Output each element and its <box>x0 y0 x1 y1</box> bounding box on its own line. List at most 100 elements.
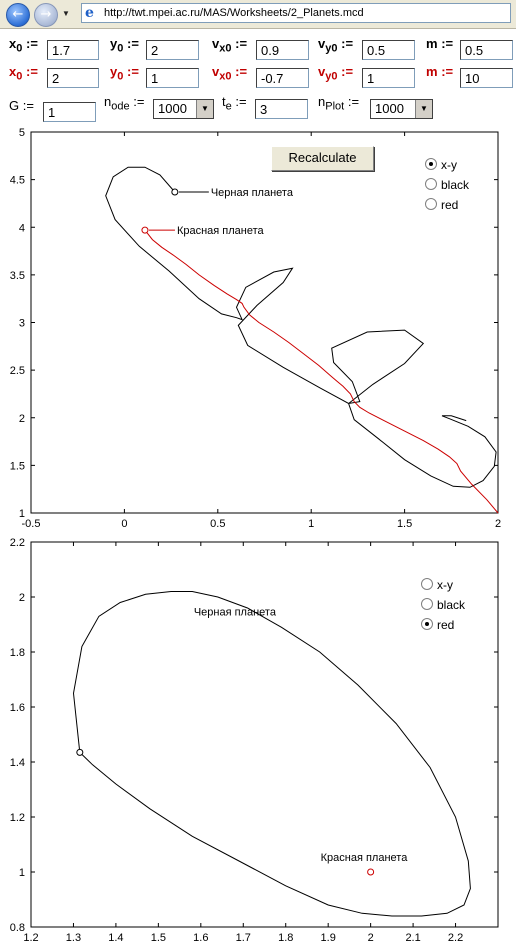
y-tick-label: 4.5 <box>10 175 25 187</box>
chevron-down-icon: ▼ <box>196 100 213 118</box>
x-tick-label: 1.4 <box>108 932 123 944</box>
red-planet-label: Красная планета <box>177 225 265 237</box>
plot-frame <box>30 131 499 514</box>
x-tick-label: 1 <box>308 518 314 530</box>
y0-red-field[interactable] <box>146 68 199 88</box>
y-tick-label: 2 <box>19 413 25 425</box>
forward-arrow-icon[interactable]: → <box>34 3 58 27</box>
label-node: node := <box>104 94 145 113</box>
vx0-red-field[interactable] <box>256 68 309 88</box>
chart-red-frame: 1.2 1.3 1.4 1.5 1.6 1.7 1.8 1.9 2 2.1 2.2 0.8 1 1.2 1.… <box>10 537 499 944</box>
x-tick-label: 1.9 <box>321 932 336 944</box>
radio-label: black <box>437 598 466 612</box>
y-tick-label: 2.5 <box>10 365 25 377</box>
x-tick-label: -0.5 <box>22 518 41 530</box>
radio-label: x-y <box>441 158 457 172</box>
label-y0-black: y0 := <box>110 36 139 55</box>
y-tick-label: 1 <box>19 867 25 879</box>
radio-icon[interactable] <box>425 198 437 210</box>
x-tick-label: 1.5 <box>397 518 412 530</box>
radio-icon[interactable] <box>421 618 433 630</box>
address-bar[interactable]: e http://twt.mpei.ac.ru/MAS/Worksheets/2… <box>81 3 511 23</box>
y0-black-field[interactable] <box>146 40 199 60</box>
radio-option-xy[interactable]: x-y <box>425 158 457 172</box>
y-tick-label: 1.6 <box>10 702 25 714</box>
radio-label: red <box>437 618 455 632</box>
black-planet-trajectory <box>72 591 471 917</box>
x-tick-label: 0 <box>121 518 127 530</box>
address-url[interactable]: http://twt.mpei.ac.ru/MAS/Worksheets/2_P… <box>104 7 364 19</box>
chevron-down-icon: ▼ <box>415 100 432 118</box>
x-tick-label: 1.6 <box>193 932 208 944</box>
x-tick-label: 1.3 <box>66 932 81 944</box>
plot-frame <box>30 541 499 928</box>
radio-label: black <box>441 178 470 192</box>
x-tick-label: 1.7 <box>236 932 251 944</box>
radio-option-black[interactable]: black <box>421 598 465 612</box>
radio-icon[interactable] <box>425 178 437 190</box>
recalculate-button[interactable]: Recalculate <box>271 146 374 171</box>
m-black-field[interactable] <box>460 40 513 60</box>
y-tick-label: 5 <box>19 127 25 139</box>
red-planet-label: Красная планета <box>321 852 409 864</box>
back-arrow-icon[interactable]: ← <box>6 3 30 27</box>
label-x0-red: x0 := <box>9 64 38 83</box>
x-tick-label: 2 <box>368 932 374 944</box>
label-m-black: m := <box>426 36 454 51</box>
radio-option-red[interactable]: red <box>421 618 454 632</box>
x0-black-field[interactable] <box>47 40 99 60</box>
y-tick-label: 2.2 <box>10 537 25 549</box>
red-planet-trajectory <box>144 229 499 514</box>
y-tick-label: 0.8 <box>10 922 25 934</box>
radio-label: red <box>441 198 459 212</box>
node-select-value: 1000 <box>158 101 187 116</box>
y-tick-label: 1 <box>19 508 25 520</box>
browser-toolbar: ← → ▼ e http://twt.mpei.ac.ru/MAS/Worksh… <box>0 0 516 29</box>
red-planet-marker <box>367 868 375 876</box>
G-field[interactable] <box>43 102 96 122</box>
chart-xy-trajectories: -0.5 0 0.5 1 1.5 2 1 1.5 2 2.5 3 3.5 4 4.5 5 Черная пла… <box>10 127 501 530</box>
y-tick-label: 1.5 <box>10 460 25 472</box>
radio-label: x-y <box>437 578 453 592</box>
x-tick-label: 2.2 <box>448 932 463 944</box>
x-tick-label: 1.2 <box>23 932 38 944</box>
vx0-black-field[interactable] <box>256 40 309 60</box>
label-vx0-black: vx0 := <box>212 36 248 55</box>
black-planet-label: Черная планета <box>211 187 294 199</box>
node-select[interactable]: 1000 ▼ <box>153 99 214 119</box>
x-tick-label: 1.5 <box>151 932 166 944</box>
radio-option-black[interactable]: black <box>425 178 469 192</box>
history-dropdown-icon[interactable]: ▼ <box>62 9 70 18</box>
radio-icon[interactable] <box>421 598 433 610</box>
x0-red-field[interactable] <box>47 68 99 88</box>
radio-option-xy[interactable]: x-y <box>421 578 453 592</box>
label-x0-black: x0 := <box>9 36 38 55</box>
y-tick-label: 3 <box>19 318 25 330</box>
red-planet-marker <box>141 226 149 234</box>
x-tick-label: 1.8 <box>278 932 293 944</box>
black-planet-marker <box>171 188 179 196</box>
nplot-select[interactable]: 1000 ▼ <box>370 99 433 119</box>
y-tick-label: 4 <box>19 222 25 234</box>
black-planet-label: Черная планета <box>194 606 277 618</box>
y-tick-label: 1.8 <box>10 647 25 659</box>
radio-icon[interactable] <box>421 578 433 590</box>
radio-icon[interactable] <box>425 158 437 170</box>
te-field[interactable] <box>255 99 308 119</box>
label-nplot: nPlot := <box>318 94 360 113</box>
x-tick-label: 2 <box>495 518 501 530</box>
label-vy0-red: vy0 := <box>318 64 354 83</box>
label-y0-red: y0 := <box>110 64 139 83</box>
x-tick-label: 0.5 <box>210 518 225 530</box>
ie-page-icon: e <box>85 5 94 21</box>
y-tick-label: 1.2 <box>10 812 25 824</box>
y-tick-label: 3.5 <box>10 270 25 282</box>
m-red-field[interactable] <box>460 68 513 88</box>
nplot-select-value: 1000 <box>375 101 404 116</box>
vy0-red-field[interactable] <box>362 68 415 88</box>
label-G: G := <box>9 98 34 113</box>
y-tick-label: 2 <box>19 592 25 604</box>
radio-option-red[interactable]: red <box>425 198 458 212</box>
vy0-black-field[interactable] <box>362 40 415 60</box>
black-planet-trajectory <box>105 166 497 488</box>
